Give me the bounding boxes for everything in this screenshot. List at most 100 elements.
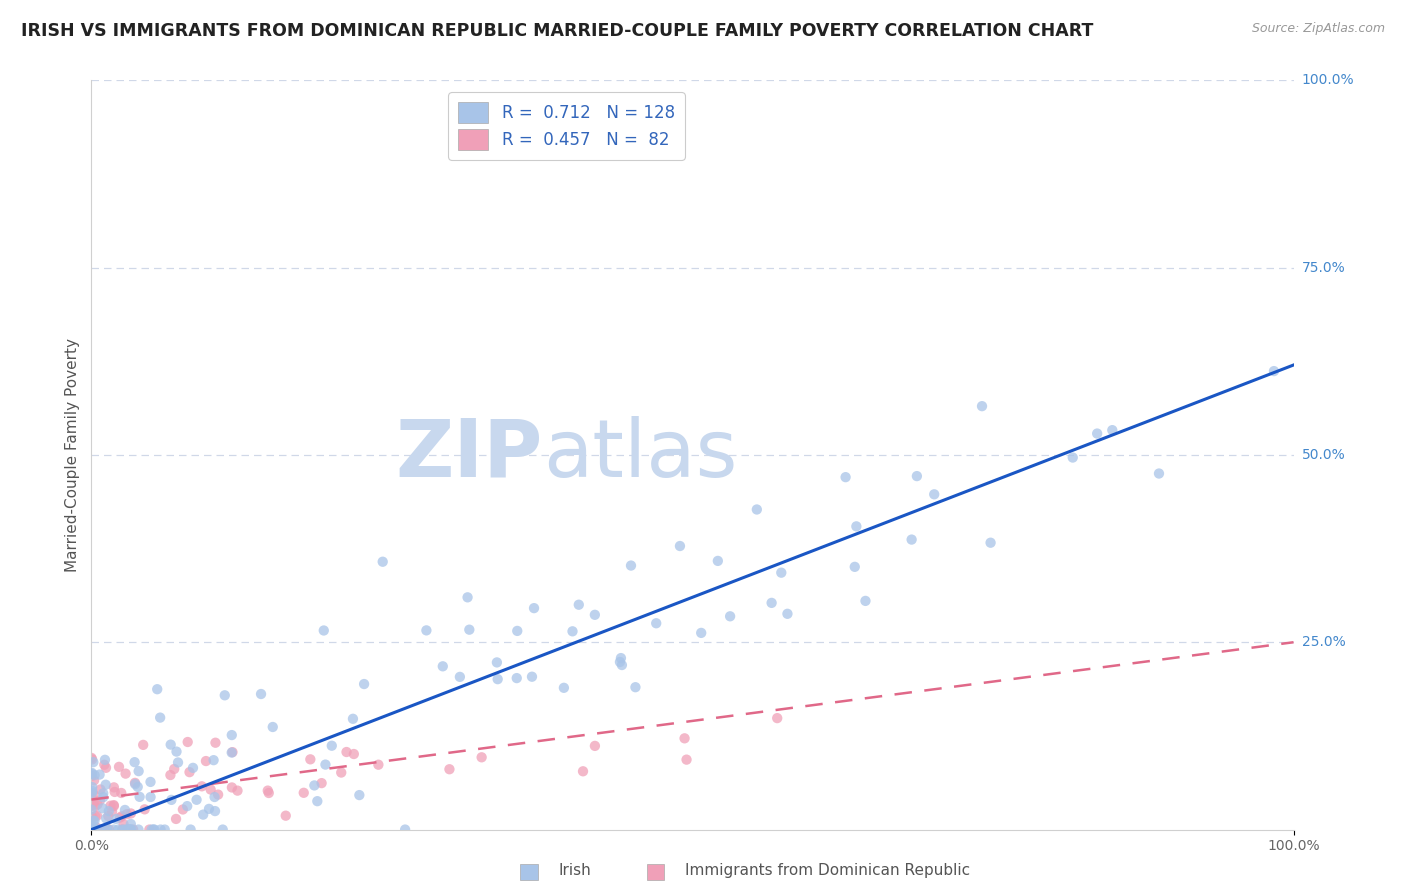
Point: [304, 779, 326, 793]
Point: [94, 753, 117, 767]
Point: [96, 822, 118, 837]
Point: [486, 672, 509, 686]
Point: [83, 822, 105, 837]
Point: [139, 775, 162, 789]
Point: [80, 752, 103, 766]
Point: [83, 795, 105, 809]
Point: [86, 797, 108, 812]
Point: [96, 822, 118, 836]
Point: [1147, 467, 1170, 481]
Point: [89, 793, 111, 807]
Point: [321, 739, 343, 753]
Point: [141, 822, 163, 837]
Point: [82, 822, 104, 837]
Point: [80, 751, 103, 765]
Point: [83, 822, 105, 837]
Point: [89, 822, 111, 837]
Text: 25.0%: 25.0%: [1302, 635, 1346, 649]
Point: [610, 658, 633, 673]
Point: [179, 765, 201, 780]
Point: [84, 809, 107, 823]
Point: [128, 764, 150, 779]
Point: [262, 720, 284, 734]
Point: [149, 710, 172, 724]
Point: [82, 814, 104, 828]
Point: [82, 811, 104, 825]
Point: [82, 755, 104, 769]
Point: [415, 624, 437, 638]
Point: [120, 806, 142, 821]
Point: [83, 773, 105, 788]
Point: [353, 677, 375, 691]
Point: [110, 786, 132, 800]
Point: [132, 738, 155, 752]
Point: [485, 656, 508, 670]
Point: [202, 753, 225, 767]
Point: [167, 756, 190, 770]
Point: [761, 596, 783, 610]
Point: [1263, 364, 1285, 378]
Point: [83, 768, 105, 782]
Point: [645, 616, 668, 631]
Point: [204, 790, 226, 805]
Point: [82, 788, 104, 802]
Point: [211, 822, 233, 837]
Point: [86, 809, 108, 823]
Point: [108, 760, 131, 774]
Point: [166, 745, 188, 759]
Point: [86, 822, 108, 837]
Point: [834, 470, 856, 484]
Point: [82, 810, 104, 824]
Point: [80, 822, 103, 837]
Point: [105, 812, 128, 826]
Point: [108, 811, 131, 825]
Point: [120, 817, 142, 831]
Point: [256, 783, 278, 797]
Point: [583, 607, 606, 622]
Point: [97, 804, 120, 818]
Point: [84, 799, 107, 814]
Point: [111, 822, 134, 837]
Point: [103, 799, 125, 814]
Point: [82, 822, 104, 837]
Point: [159, 768, 181, 782]
Point: [221, 780, 243, 795]
Point: [900, 533, 922, 547]
Point: [367, 757, 389, 772]
Point: [1101, 423, 1123, 437]
Point: [520, 670, 543, 684]
Y-axis label: Married-Couple Family Poverty: Married-Couple Family Poverty: [65, 338, 80, 572]
Text: 50.0%: 50.0%: [1302, 448, 1346, 462]
Point: [855, 594, 877, 608]
Point: [299, 752, 322, 766]
Point: [314, 757, 336, 772]
Point: [221, 728, 243, 742]
Point: [690, 626, 713, 640]
Point: [718, 609, 741, 624]
Point: [177, 735, 200, 749]
Point: [845, 519, 868, 533]
Point: [922, 487, 945, 501]
Point: [90, 822, 112, 837]
Point: [193, 807, 215, 822]
Point: [101, 805, 124, 819]
Point: [80, 803, 103, 817]
Point: [568, 598, 591, 612]
Point: [207, 788, 229, 802]
Point: [221, 746, 243, 760]
Point: [194, 754, 217, 768]
Text: 100.0%: 100.0%: [1302, 73, 1354, 87]
Point: [93, 757, 115, 772]
Point: [432, 659, 454, 673]
Point: [214, 688, 236, 702]
Point: [91, 786, 114, 800]
Point: [98, 822, 121, 837]
Point: [80, 816, 103, 830]
Point: [770, 566, 793, 580]
Point: [457, 591, 479, 605]
Point: [111, 822, 134, 837]
Point: [91, 801, 114, 815]
Point: [221, 745, 243, 759]
Text: atlas: atlas: [543, 416, 738, 494]
Point: [80, 822, 103, 837]
